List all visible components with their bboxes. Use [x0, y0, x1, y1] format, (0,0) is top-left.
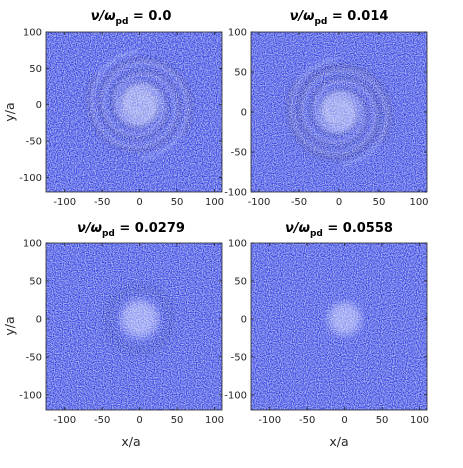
y-tick-label: 100: [228, 28, 247, 39]
x-axis-label-left: x/a: [121, 434, 140, 449]
x-tick-label: -100: [248, 197, 271, 208]
y-axis-label: y/a: [2, 102, 17, 121]
title-value: = 0.0279: [115, 221, 185, 236]
particle-field: [46, 32, 222, 192]
x-tick-label: 100: [205, 415, 224, 426]
panel-title: ν/ωpd = 0.0: [91, 9, 172, 27]
title-subscript: pd: [102, 229, 115, 239]
y-tick-label: 100: [228, 239, 247, 250]
axes-frame: [250, 242, 428, 411]
y-tick-label: -100: [19, 390, 42, 401]
title-prefix: ν/ω: [285, 221, 310, 236]
x-tick-label: 0: [336, 197, 342, 208]
y-tick-label: 100: [23, 28, 42, 39]
x-tick-label: -100: [258, 415, 281, 426]
panel-title: ν/ωpd = 0.0558: [285, 221, 393, 239]
x-tick-label: 50: [373, 197, 386, 208]
particle-field: [251, 32, 427, 192]
particle-speckle: [46, 243, 222, 410]
y-tick-label: -50: [26, 137, 42, 148]
y-tick-label: 100: [23, 239, 42, 250]
x-axis-label-right: x/a: [329, 434, 348, 449]
y-tick-label: -50: [26, 352, 42, 363]
panel-2: -100 -50 0 50 100 100 50 0 -50 -100 ν/ωpd = 0.014: [224, 9, 428, 208]
title-value: = 0.0558: [323, 221, 393, 236]
x-tick-label: 0: [136, 197, 142, 208]
y-tick-label: -100: [19, 173, 42, 184]
x-tick-label: 100: [410, 415, 429, 426]
x-tick-label: 50: [376, 415, 389, 426]
x-tick-label: 50: [171, 415, 184, 426]
axes-frame: [45, 31, 223, 193]
x-tick-label: 0: [341, 415, 347, 426]
title-prefix: ν/ω: [91, 9, 116, 24]
title-value: = 0.0: [128, 9, 171, 24]
particle-field: [251, 243, 427, 410]
title-subscript: pd: [310, 229, 323, 239]
x-tick-label: -50: [299, 415, 315, 426]
y-tick-label: -50: [231, 148, 247, 159]
x-tick-label: -100: [53, 415, 76, 426]
y-tick-label: 50: [29, 64, 42, 75]
x-tick-label: -100: [53, 197, 76, 208]
panel-1: -100 -50 0 50 100 100 50 0 -50 -100 ν/ωpd = 0.0 y/a: [2, 9, 224, 208]
x-tick-label: -50: [291, 197, 307, 208]
y-tick-label: 50: [29, 276, 42, 287]
axes-frame: [45, 242, 223, 411]
x-tick-label: -50: [94, 415, 110, 426]
y-tick-label: 0: [241, 108, 247, 119]
particle-field: [46, 243, 222, 410]
y-tick-label: -100: [224, 188, 247, 199]
x-tick-label: -50: [94, 197, 110, 208]
title-subscript: pd: [314, 17, 327, 27]
title-subscript: pd: [116, 17, 129, 27]
particle-speckle: [46, 32, 222, 192]
x-tick-label: 0: [136, 415, 142, 426]
x-tick-label: 100: [409, 197, 428, 208]
y-tick-label: 0: [241, 314, 247, 325]
x-tick-label: 100: [205, 197, 224, 208]
particle-speckle: [251, 32, 427, 192]
y-tick-label: 50: [234, 276, 247, 287]
y-tick-label: -100: [224, 390, 247, 401]
title-prefix: ν/ω: [290, 9, 315, 24]
panel-4: -100 -50 0 50 100 100 50 0 -50 -100 ν/ωpd = 0.0558: [224, 221, 429, 426]
y-tick-label: 50: [234, 68, 247, 79]
x-tick-label: 50: [171, 197, 184, 208]
panel-title: ν/ωpd = 0.014: [290, 9, 389, 27]
particle-speckle: [251, 243, 427, 410]
title-prefix: ν/ω: [77, 221, 102, 236]
y-axis-label: y/a: [2, 316, 17, 335]
y-tick-label: 0: [36, 100, 42, 111]
y-tick-label: -50: [231, 352, 247, 363]
title-value: = 0.014: [327, 9, 388, 24]
y-tick-label: 0: [36, 314, 42, 325]
panel-title: ν/ωpd = 0.0279: [77, 221, 185, 239]
panel-3: -100 -50 0 50 100 100 50 0 -50 -100 ν/ωpd = 0.0279…: [2, 221, 224, 426]
